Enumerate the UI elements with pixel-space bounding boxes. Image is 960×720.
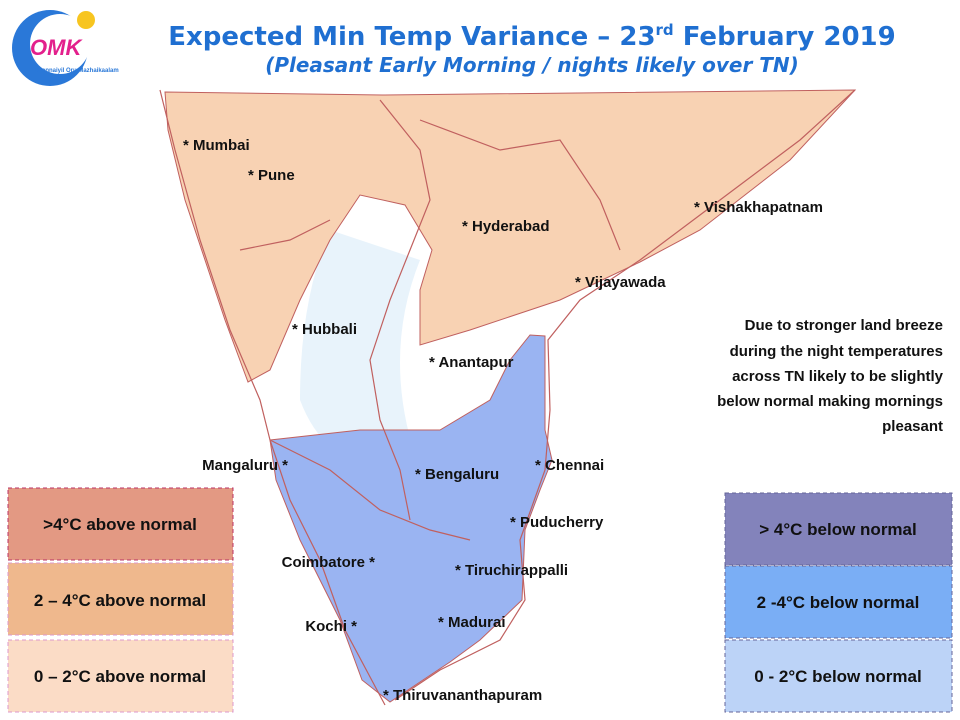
title-part: February 2019: [674, 22, 896, 52]
city-label: * Vijayawada: [575, 274, 666, 291]
note-line: across TN likely to be slightly: [732, 368, 944, 385]
title: Expected Min Temp Variance – 23rd Februa…: [168, 21, 896, 52]
city-label: * Chennai: [535, 457, 604, 474]
subtitle: (Pleasant Early Morning / nights likely …: [265, 53, 799, 77]
city-label: * Anantapur: [429, 354, 514, 371]
city-label: * Hyderabad: [462, 218, 550, 235]
note: Due to stronger land breeze during the n…: [717, 317, 944, 435]
city-label: * Pune: [248, 167, 295, 184]
title-part: Expected Min Temp Variance – 23: [168, 22, 655, 52]
legend-label: 0 - 2°C below normal: [754, 667, 921, 686]
logo: OMK Chennaiyil Oru Mazhaikaalam: [12, 10, 119, 86]
city-labels: * Mumbai * Pune * Hyderabad * Vishakhapa…: [183, 137, 823, 704]
city-label: * Tiruchirappalli: [455, 562, 568, 579]
note-line: below normal making mornings: [717, 393, 943, 410]
legend-label: 0 – 2°C above normal: [34, 667, 206, 686]
city-label: * Mumbai: [183, 137, 250, 154]
city-label: Mangaluru *: [202, 457, 288, 474]
note-line: Due to stronger land breeze: [745, 317, 943, 334]
legend-label: 2 -4°C below normal: [757, 593, 920, 612]
city-label: Kochi *: [305, 618, 357, 635]
city-label: * Madurai: [438, 614, 506, 631]
logo-tagline: Chennaiyil Oru Mazhaikaalam: [34, 68, 119, 74]
city-label: * Puducherry: [510, 514, 604, 531]
city-label: * Bengaluru: [415, 466, 499, 483]
title-sup: rd: [656, 21, 674, 39]
legend-label: 2 – 4°C above normal: [34, 591, 206, 610]
city-label: * Thiruvananthapuram: [383, 687, 542, 704]
note-line: pleasant: [882, 418, 943, 435]
legend-label: >4°C above normal: [43, 515, 197, 534]
city-label: * Vishakhapatnam: [694, 199, 823, 216]
logo-text: OMK: [30, 35, 83, 60]
city-label: * Hubbali: [292, 321, 357, 338]
city-label: Coimbatore *: [282, 554, 376, 571]
legend-below: > 4°C below normal 2 -4°C below normal 0…: [724, 492, 953, 713]
legend-label: > 4°C below normal: [759, 520, 916, 539]
map: [159, 89, 857, 706]
legend-above: >4°C above normal 2 – 4°C above normal 0…: [7, 487, 234, 713]
note-line: during the night temperatures: [730, 343, 943, 360]
